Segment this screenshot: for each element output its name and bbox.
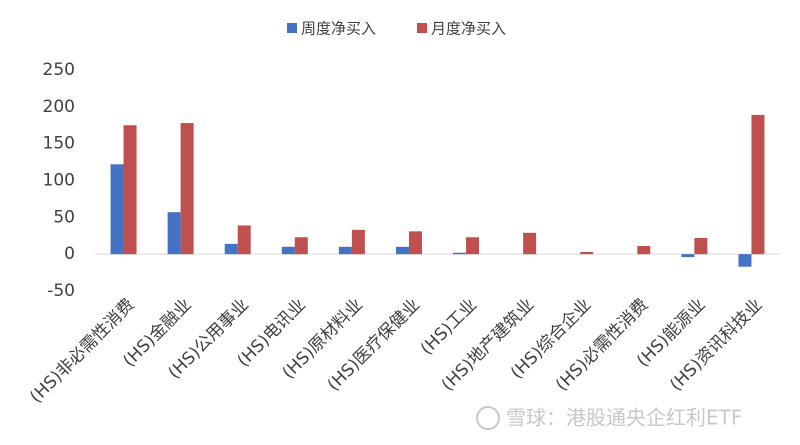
legend-label: 月度净买入: [431, 20, 506, 38]
y-tick-label: 0: [64, 244, 75, 264]
bar: [180, 123, 194, 255]
bar: [453, 252, 467, 255]
y-tick-label: 50: [53, 207, 75, 227]
y-tick-label: 200: [43, 97, 75, 117]
bar: [110, 164, 124, 255]
bar: [694, 237, 708, 255]
y-tick-label: 100: [43, 171, 75, 191]
watermark-text: 雪球：港股通央企红利ETF: [506, 406, 742, 430]
bar: [637, 246, 651, 255]
bar: [395, 246, 409, 255]
y-tick-label: 250: [43, 60, 75, 80]
x-tick-label: (HS)非必需性消费: [26, 295, 138, 407]
bar: [466, 237, 480, 255]
y-tick-label: -50: [47, 281, 75, 301]
bar: [738, 254, 752, 267]
bar: [281, 246, 295, 255]
legend-label: 周度净买入: [301, 20, 376, 38]
watermark-icon: [476, 406, 500, 430]
bar: [167, 212, 181, 255]
bar: [751, 114, 765, 255]
legend-swatch: [287, 23, 297, 33]
legend: 周度净买入 月度净买入: [287, 20, 506, 38]
bar: [294, 237, 308, 255]
legend-swatch: [417, 23, 427, 33]
bar: [338, 246, 352, 255]
bar: [123, 125, 137, 255]
y-tick-label: 150: [43, 134, 75, 154]
watermark: 雪球：港股通央企红利ETF: [476, 406, 742, 430]
bar: [237, 225, 251, 255]
bar: [408, 231, 422, 255]
bar: [681, 254, 695, 258]
bar: [224, 243, 238, 255]
bar: [523, 232, 537, 255]
bar: [580, 251, 594, 255]
bar: [351, 229, 365, 255]
